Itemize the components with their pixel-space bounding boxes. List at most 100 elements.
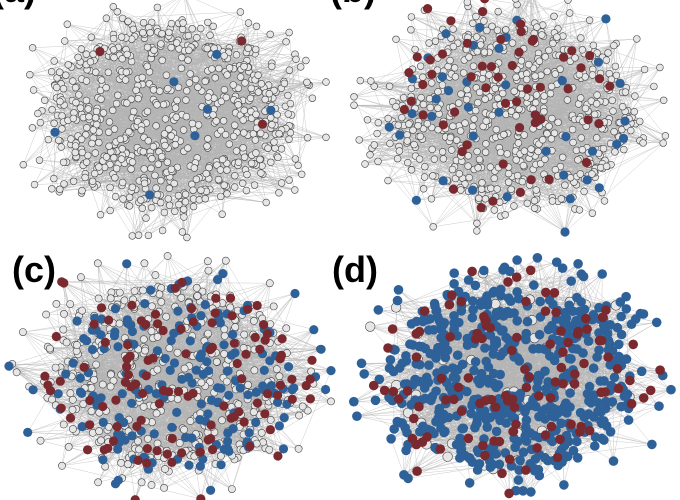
blue-node: [584, 381, 595, 392]
blue-node: [196, 399, 206, 409]
inactive-node: [223, 190, 231, 198]
red-node: [260, 409, 270, 419]
red-node: [120, 377, 130, 387]
inactive-node: [151, 271, 160, 279]
inactive-node: [633, 35, 641, 43]
inactive-node: [251, 136, 260, 144]
blue-node: [612, 322, 623, 333]
inactive-node: [494, 94, 502, 102]
inactive-node: [463, 85, 471, 94]
inactive-node: [219, 117, 228, 125]
blue-node: [316, 344, 326, 354]
inactive-node: [270, 138, 278, 146]
inactive-node: [259, 438, 267, 447]
red-node: [626, 399, 637, 409]
inactive-node: [75, 91, 83, 99]
inactive-node: [232, 147, 241, 155]
inactive-node: [457, 186, 465, 194]
inactive-node: [545, 122, 553, 131]
inactive-node: [291, 186, 299, 194]
blue-node: [589, 390, 599, 400]
inactive-node: [612, 71, 621, 80]
inactive-node: [473, 47, 481, 56]
blue-node: [213, 383, 223, 393]
blue-node: [251, 387, 261, 397]
inactive-node: [106, 382, 115, 391]
inactive-node: [514, 139, 523, 147]
inactive-node: [140, 165, 148, 173]
inactive-node: [185, 79, 194, 87]
red-node: [142, 458, 152, 468]
red-node: [265, 425, 275, 435]
inactive-node: [193, 291, 202, 300]
blue-node: [468, 304, 478, 315]
blue-node: [405, 339, 415, 350]
inactive-node: [212, 357, 221, 366]
inactive-node: [257, 80, 266, 88]
blue-node: [512, 353, 523, 363]
inactive-node: [179, 19, 187, 27]
inactive-node: [423, 119, 431, 128]
inactive-node: [35, 156, 44, 164]
blue-node: [535, 296, 545, 307]
blue-node: [588, 363, 599, 374]
inactive-node: [204, 266, 213, 275]
inactive-node: [532, 186, 540, 194]
inactive-node: [284, 110, 292, 118]
inactive-node: [618, 102, 627, 111]
inactive-node: [602, 56, 611, 64]
inactive-node: [254, 71, 262, 79]
inactive-node: [419, 100, 428, 109]
red-node: [527, 36, 537, 46]
inactive-node: [434, 104, 442, 112]
inactive-node: [125, 193, 134, 202]
red-node: [563, 84, 573, 94]
inactive-node: [66, 300, 75, 308]
red-node: [65, 413, 76, 423]
inactive-node: [177, 64, 186, 73]
red-node: [545, 339, 555, 349]
inactive-node: [469, 19, 477, 27]
inactive-node: [253, 124, 261, 132]
blue-node: [651, 317, 662, 328]
inactive-node: [48, 106, 56, 114]
blue-node: [173, 306, 183, 316]
inactive-node: [578, 46, 587, 54]
inactive-node: [256, 155, 264, 164]
inactive-node: [366, 151, 374, 159]
inactive-node: [482, 140, 490, 148]
inactive-node: [201, 77, 209, 86]
inactive-node: [143, 107, 152, 116]
inactive-node: [186, 417, 195, 425]
red-node: [494, 436, 505, 447]
inactive-node: [303, 134, 312, 142]
inactive-node: [524, 60, 533, 69]
inactive-node: [249, 316, 258, 325]
inactive-node: [178, 25, 187, 33]
inactive-node: [181, 198, 190, 206]
blue-node: [403, 473, 413, 484]
blue-node: [510, 442, 520, 453]
red-node: [152, 446, 162, 456]
inactive-node: [460, 69, 468, 77]
inactive-node: [139, 148, 148, 156]
inactive-node: [294, 444, 303, 453]
blue-node: [491, 380, 502, 391]
blue-node: [501, 80, 511, 90]
red-node: [141, 319, 151, 330]
red-node: [273, 390, 283, 400]
inactive-node: [610, 128, 618, 136]
blue-node: [235, 383, 245, 393]
red-node: [210, 308, 220, 318]
red-node: [558, 378, 568, 389]
inactive-node: [545, 46, 553, 54]
inactive-node: [173, 348, 182, 357]
blue-node: [609, 372, 620, 383]
inactive-node: [71, 148, 80, 157]
red-node: [176, 324, 186, 334]
blue-node: [185, 336, 195, 346]
blue-node: [483, 362, 494, 372]
blue-node: [166, 336, 176, 346]
inactive-node: [428, 79, 436, 87]
inactive-node: [167, 165, 176, 174]
